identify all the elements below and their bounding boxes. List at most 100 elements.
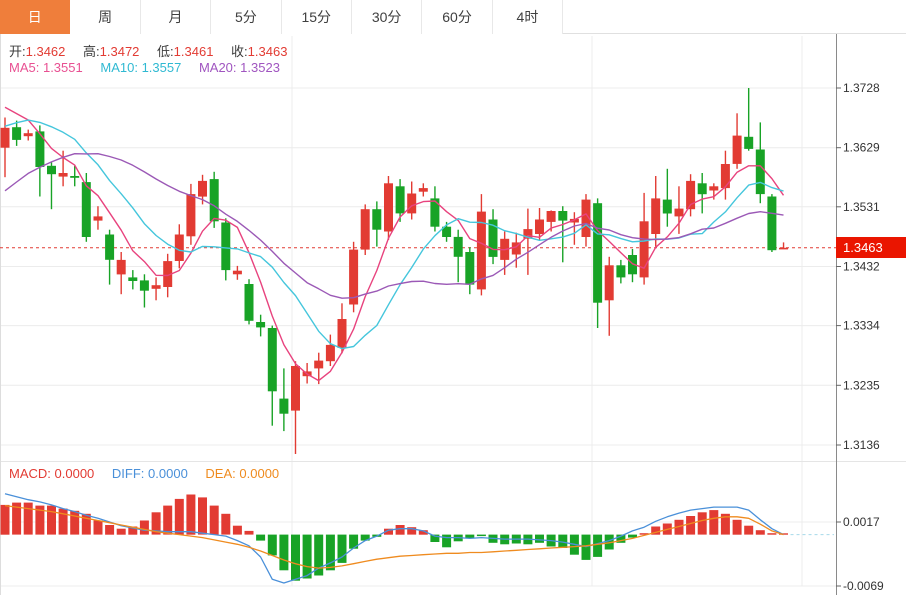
candle [593, 198, 603, 328]
candle [0, 117, 10, 178]
high-label: 高: [83, 44, 100, 59]
macd-bar [23, 502, 33, 535]
ma20-value: 1.3523 [240, 60, 280, 75]
candle [186, 183, 196, 245]
macd-bar [476, 534, 486, 537]
candle [12, 120, 22, 146]
ma20-line [4, 152, 784, 299]
close-value: 1.3463 [247, 44, 288, 59]
candle [697, 173, 707, 214]
tab-15min[interactable]: 15分 [281, 0, 352, 34]
diff-value: 0.0000 [148, 466, 188, 481]
macd-bar [465, 534, 475, 539]
candle [407, 181, 417, 220]
candle [116, 252, 126, 295]
macd-bar [139, 520, 149, 535]
tab-60min[interactable]: 60分 [422, 0, 493, 34]
macd-bar [384, 528, 393, 535]
open-label: 开: [9, 44, 26, 59]
candle [535, 208, 544, 240]
macd-bar [604, 534, 614, 550]
candles-layer [0, 88, 788, 454]
candle [47, 162, 56, 210]
macd-bar [174, 498, 184, 535]
macd-bar [279, 534, 289, 571]
tab-week[interactable]: 周 [70, 0, 141, 34]
macd-bar [337, 534, 347, 563]
ma10-label: MA10: [100, 60, 138, 75]
macd-bar [70, 510, 80, 535]
low-value: 1.3461 [173, 44, 214, 59]
candle [511, 232, 521, 268]
candle [465, 247, 475, 295]
macd-bar [442, 534, 452, 548]
macd-bar [360, 534, 370, 541]
candle [279, 368, 289, 432]
macd-bar [651, 526, 661, 535]
candle [291, 361, 300, 454]
high-value: 1.3472 [99, 44, 140, 59]
candle [105, 229, 115, 285]
candle [628, 249, 637, 283]
tab-4hour[interactable]: 4时 [492, 0, 564, 34]
macd-bar [349, 534, 359, 549]
macd-bar [93, 520, 103, 535]
price-axis-label: 1.3531 [843, 200, 880, 214]
candle [139, 274, 149, 308]
candle [395, 179, 405, 222]
ohlc-header: 开:1.3462 高:1.3472 低:1.3461 收:1.3463 [9, 41, 287, 60]
macd-bar [639, 533, 649, 535]
ma10-value: 1.3557 [141, 60, 182, 75]
tabbar-filler [563, 0, 906, 33]
candle [779, 242, 788, 250]
macd-bar [58, 508, 68, 535]
macd-bar [720, 513, 730, 535]
macd-bar [151, 512, 161, 535]
macd-bar [755, 530, 765, 535]
macd-bar [430, 534, 440, 542]
macd-bar [732, 519, 742, 535]
macd-bar [105, 525, 115, 535]
open-value: 1.3462 [25, 44, 66, 59]
price-axis-label: 1.3136 [843, 438, 880, 452]
macd-bar [325, 534, 335, 571]
candle [453, 229, 463, 283]
macd-bar [558, 534, 568, 548]
candle [488, 209, 498, 265]
macd-bar [535, 534, 544, 543]
tab-month[interactable]: 月 [140, 0, 212, 34]
diff-line [4, 493, 784, 584]
macd-axis-label: 0.0017 [843, 515, 880, 529]
tab-day[interactable]: 日 [0, 0, 71, 34]
diff-label: DIFF: [111, 466, 145, 481]
candle [174, 224, 184, 269]
macd-bar [0, 504, 10, 535]
price-axis-label: 1.3728 [843, 81, 880, 95]
candle [744, 88, 754, 151]
chart-surface[interactable] [0, 34, 836, 595]
macd-bar [314, 534, 324, 576]
macd-label: MACD: [9, 466, 51, 481]
candle [523, 208, 533, 275]
grid-layer [0, 34, 906, 595]
macd-bar [267, 534, 277, 556]
macd-bar [116, 528, 126, 535]
price-axis-label: 1.3334 [843, 319, 880, 333]
candle [151, 277, 161, 301]
candle [372, 201, 382, 247]
macd-bar [674, 519, 684, 535]
candle [314, 352, 324, 385]
macd-layer [0, 493, 834, 584]
candle [651, 176, 661, 247]
tab-5min[interactable]: 5分 [211, 0, 282, 34]
macd-bar [744, 525, 754, 535]
tab-30min[interactable]: 30分 [351, 0, 423, 34]
candle [581, 194, 591, 247]
macd-bar [209, 505, 219, 535]
candle [384, 176, 393, 240]
macd-bar [407, 527, 417, 535]
macd-header: MACD: 0.0000 DIFF: 0.0000 DEA: 0.0000 [9, 466, 279, 481]
candle [767, 194, 777, 252]
